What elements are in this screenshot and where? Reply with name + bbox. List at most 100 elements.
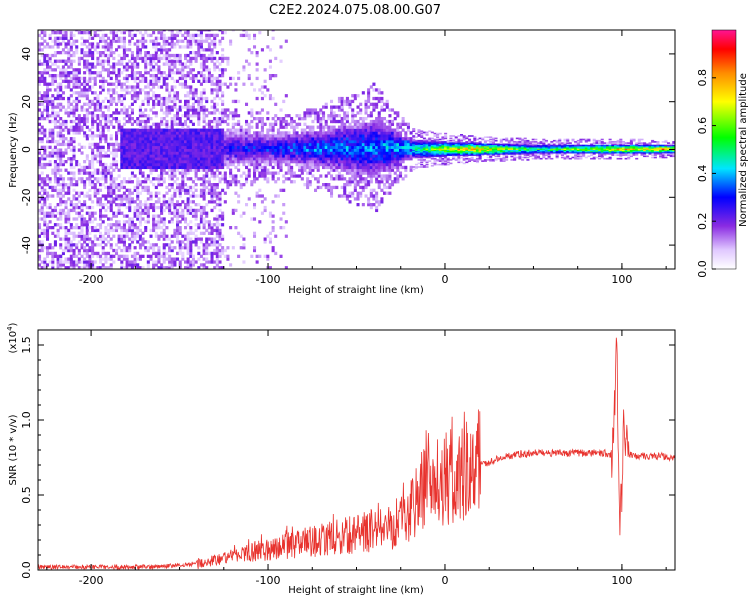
spectrogram-cell: [40, 79, 44, 83]
spectrogram-cell: [287, 145, 291, 149]
spectrogram-cell: [117, 183, 121, 187]
spectrogram-cell: [122, 243, 126, 247]
spectrogram-cell: [356, 162, 360, 167]
spectrogram-cell: [168, 237, 172, 241]
spectrogram-cell: [184, 183, 188, 187]
spectrogram-cell: [117, 82, 121, 86]
spectrogram-cell: [154, 254, 158, 258]
spectrogram-cell: [165, 53, 169, 58]
spectrogram-cell: [194, 177, 198, 181]
spectrogram-cell: [226, 151, 230, 155]
spectrogram-cell: [253, 246, 257, 250]
spectrogram-cell: [146, 263, 150, 267]
spectrogram-cell: [337, 105, 341, 109]
spectrogram-cell: [85, 157, 89, 161]
spectrogram-cell: [88, 42, 92, 46]
spectrogram-cell: [96, 122, 100, 126]
spectrogram-cell: [223, 157, 227, 161]
spectrogram-cell: [202, 168, 206, 172]
spectrogram-cell: [162, 128, 166, 132]
spectrogram-cell: [282, 151, 286, 155]
spectrogram-cell: [191, 254, 195, 258]
spectrogram-cell: [207, 122, 211, 126]
spectrogram-cell: [80, 94, 84, 98]
spectrogram-cell: [330, 128, 334, 132]
spectrogram-cell: [324, 122, 328, 126]
spectrogram-cell: [136, 42, 140, 46]
spectrogram-cell: [205, 260, 209, 264]
spectrogram-cell: [157, 96, 161, 101]
spectrogram-cell: [181, 217, 185, 221]
spectrogram-cell: [231, 208, 235, 213]
spectrogram-cell: [69, 177, 73, 181]
spectrogram-cell: [72, 74, 76, 78]
spectrogram-cell: [43, 228, 47, 233]
spectrogram-cell: [332, 151, 336, 155]
spectrogram-cell: [96, 191, 100, 195]
spectrogram-cell: [284, 39, 288, 43]
spectrogram-cell: [250, 82, 254, 86]
spectrogram-cell: [274, 114, 278, 118]
spectrogram-cell: [154, 68, 158, 72]
spectrogram-cell: [322, 137, 326, 141]
spectrogram-cell: [356, 157, 360, 161]
spectrogram-cell: [170, 117, 174, 121]
spectrogram-cell: [125, 62, 129, 66]
spectrogram-cell: [282, 99, 286, 104]
spectrogram-cell: [120, 108, 124, 112]
spectrogram-cell: [91, 99, 95, 104]
spectrogram-cell: [287, 160, 291, 164]
spectrogram-cell: [178, 205, 182, 210]
spectrogram-cell: [380, 134, 384, 138]
spectrogram-cell: [290, 137, 294, 141]
spectrogram-cell: [367, 91, 371, 95]
spectrogram-cell: [51, 134, 55, 138]
spectrogram-cell: [77, 71, 81, 75]
spectrogram-cell: [221, 131, 225, 135]
spectrogram-cell: [260, 165, 264, 170]
spectrogram-cell: [160, 234, 164, 238]
spectrogram-cell: [101, 111, 105, 115]
spectrogram-cell: [324, 185, 328, 190]
spectrogram-cell: [88, 246, 92, 250]
spectrogram-cell: [157, 76, 161, 81]
spectrogram-cell: [255, 122, 259, 126]
spectrogram-cell: [367, 131, 371, 135]
spectrogram-cell: [152, 74, 156, 78]
spectrogram-cell: [88, 226, 92, 230]
spectrogram-cell: [322, 128, 326, 132]
spectrogram-cell: [43, 91, 47, 95]
spectrogram-cell: [117, 119, 121, 124]
spectrogram-cell: [213, 96, 217, 101]
spectrogram-cell: [69, 260, 73, 264]
spectrogram-cell: [194, 171, 198, 175]
spectrogram-cell: [59, 266, 63, 269]
spectrogram-cell: [48, 185, 52, 190]
spectrogram-cell: [112, 154, 116, 158]
spectrogram-cell: [202, 197, 206, 201]
spectrogram-cell: [75, 117, 79, 121]
spectrogram-cell: [53, 139, 57, 144]
spectrogram-cell: [308, 137, 312, 141]
spectrogram-cell: [176, 108, 180, 112]
spectrogram-cell: [218, 30, 222, 32]
spectrogram-cell: [215, 131, 219, 135]
spectrogram-cell: [141, 125, 145, 129]
spectrogram-cell: [157, 68, 161, 72]
spectrogram-cell: [178, 145, 182, 149]
spectrogram-cell: [245, 139, 249, 144]
spectrogram-cell: [56, 228, 60, 233]
spectrogram-cell: [290, 171, 294, 175]
spectrogram-cell: [271, 165, 275, 170]
spectrogram-cell: [136, 51, 140, 55]
spectrogram-cell: [48, 82, 52, 86]
spectrogram-cell: [59, 128, 63, 132]
spectrogram-cell: [311, 148, 315, 152]
spectrogram-cell: [157, 246, 161, 250]
spectrogram-cell: [292, 128, 296, 132]
spectrogram-cell: [218, 231, 222, 235]
spectrogram-cell: [237, 254, 241, 258]
spectrogram-cell: [274, 56, 278, 61]
spectrogram-cell: [380, 117, 384, 121]
spectrogram-cell: [117, 122, 121, 126]
